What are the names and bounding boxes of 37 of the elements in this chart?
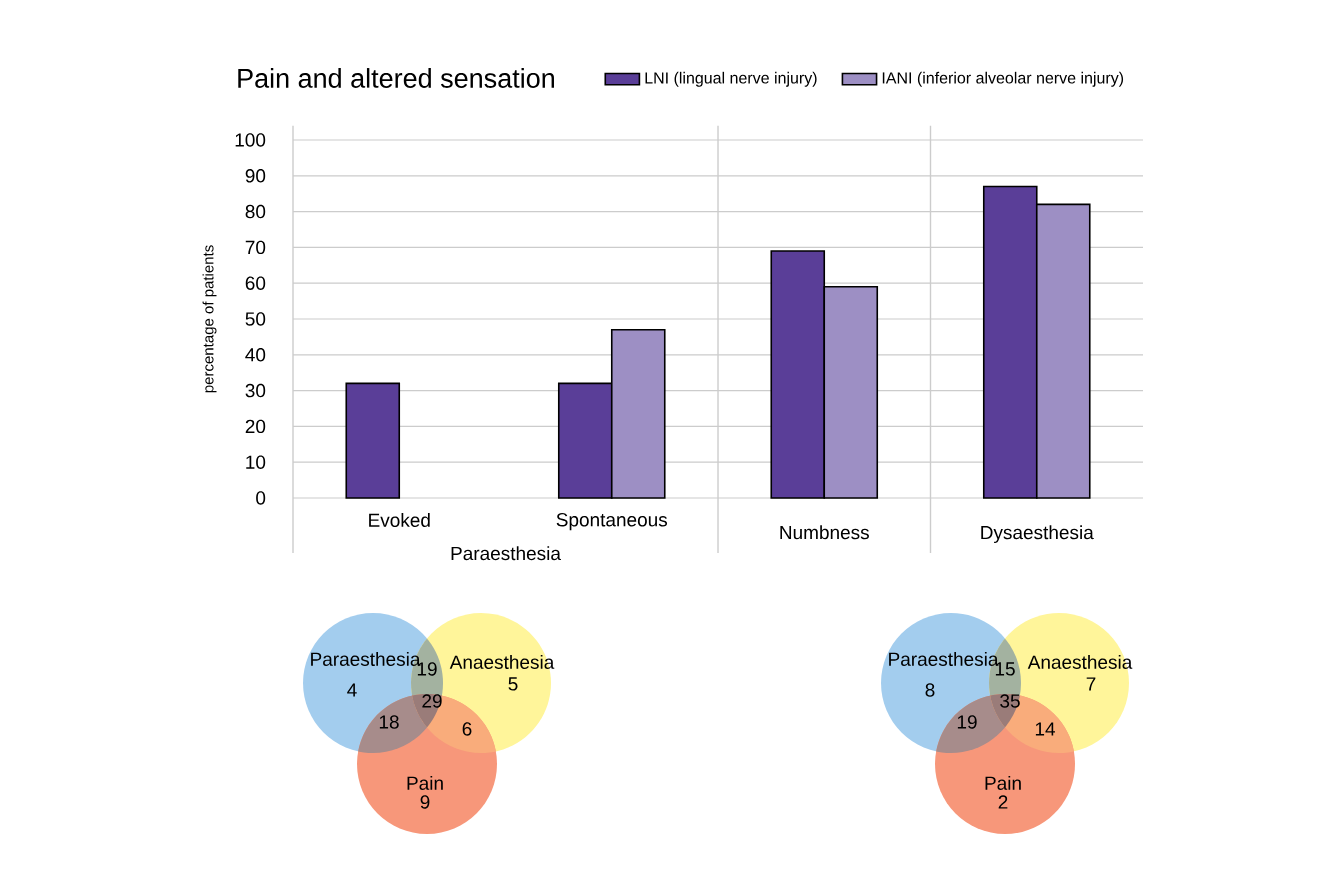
y-tick-label: 100 — [235, 133, 266, 147]
y-tick-label: 10 — [246, 455, 266, 469]
y-tick-label: 80 — [245, 204, 266, 219]
text: 9 — [420, 795, 430, 809]
y-axis-title: percentage of patients — [202, 245, 217, 393]
text: 7 — [1086, 677, 1096, 691]
text: Paraesthesia — [451, 546, 561, 561]
text: 29 — [422, 694, 442, 708]
y-tick-label: 50 — [245, 312, 266, 326]
bar — [345, 382, 401, 499]
chart-title: Pain and altered sensation — [238, 68, 554, 88]
category-label: Pain — [985, 776, 1021, 790]
text: 19 — [957, 715, 977, 729]
text: 14 — [1035, 722, 1056, 736]
text: 2 — [998, 795, 1008, 809]
category-label: Anaesthesia — [1027, 655, 1133, 669]
x-tick-label: Dysaesthesia — [981, 525, 1094, 543]
y-tick-label: 0 — [256, 491, 266, 505]
text: 6 — [462, 722, 472, 736]
text: 5 — [508, 677, 518, 691]
category-label: Anaesthesia — [449, 655, 555, 669]
text: 4 — [347, 683, 357, 697]
x-tick-label: Spontaneous — [556, 513, 668, 531]
legend-label: LNI (lingual nerve injury) — [645, 71, 817, 87]
legend-label: IANI (inferior alveolar nerve injury) — [882, 71, 1124, 87]
text: 35 — [1000, 694, 1020, 708]
y-tick-label: 70 — [245, 240, 266, 255]
category-label: Pain — [407, 776, 443, 790]
y-tick-label: 60 — [245, 276, 266, 290]
x-tick-label: Evoked — [369, 513, 430, 527]
x-tick-label: Numbness — [780, 525, 869, 540]
y-tick-label: 30 — [245, 383, 266, 398]
y-tick-label: 90 — [245, 169, 266, 183]
text: 18 — [379, 715, 399, 729]
y-tick-label: 20 — [245, 419, 266, 434]
y-tick-label: 40 — [245, 348, 266, 362]
text: 8 — [925, 683, 935, 697]
